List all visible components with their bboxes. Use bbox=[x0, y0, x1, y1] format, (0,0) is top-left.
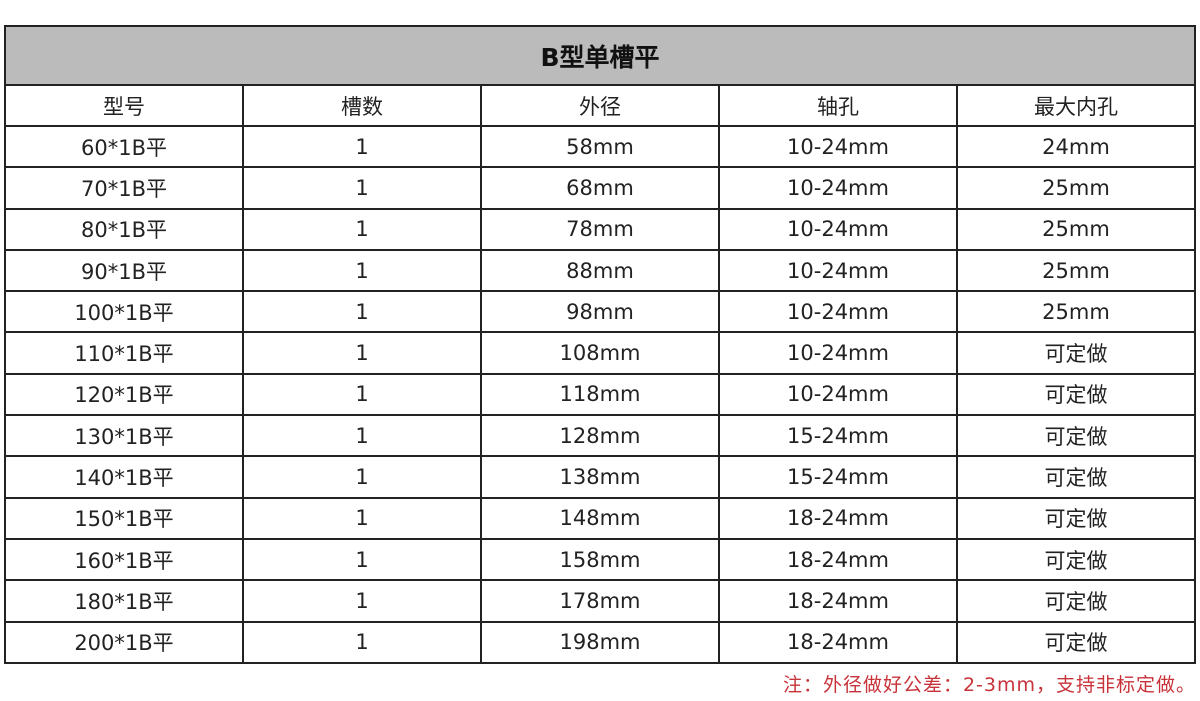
table-cell: 1 bbox=[242, 579, 482, 623]
table-cell: 10-24mm bbox=[718, 331, 958, 375]
table-cell: 可定做 bbox=[956, 331, 1196, 375]
table-cell: 25mm bbox=[956, 248, 1196, 293]
table-cell: 78mm bbox=[480, 207, 720, 251]
table-cell: 25mm bbox=[956, 166, 1196, 210]
table-cell: 128mm bbox=[480, 414, 720, 458]
table-cell: 58mm bbox=[480, 124, 720, 169]
table-row: 130*1B平 1 128mm 15-24mm 可定做 bbox=[4, 414, 1196, 458]
table-cell: 18-24mm bbox=[718, 620, 958, 664]
table-row: 80*1B平 1 78mm 10-24mm 25mm bbox=[4, 207, 1196, 251]
table-cell: 60*1B平 bbox=[4, 124, 244, 169]
table-cell: 1 bbox=[242, 496, 482, 540]
table-cell: 1 bbox=[242, 620, 482, 664]
table-cell: 100*1B平 bbox=[4, 290, 244, 334]
table-cell: 可定做 bbox=[956, 496, 1196, 540]
header-row: 型号 槽数 外径 轴孔 最大内孔 bbox=[4, 84, 1196, 127]
table-cell: 160*1B平 bbox=[4, 537, 244, 582]
table-cell: 148mm bbox=[480, 496, 720, 540]
table-row: 200*1B平 1 198mm 18-24mm 可定做 bbox=[4, 620, 1196, 664]
footnote: 注：外径做好公差：2-3mm，支持非标定做。 bbox=[782, 674, 1196, 696]
table-cell: 1 bbox=[242, 372, 482, 417]
table-row: 150*1B平 1 148mm 18-24mm 可定做 bbox=[4, 496, 1196, 540]
table-cell: 可定做 bbox=[956, 455, 1196, 499]
table-cell: 25mm bbox=[956, 207, 1196, 251]
column-header: 槽数 bbox=[242, 84, 482, 127]
table-cell: 1 bbox=[242, 290, 482, 334]
table-cell: 15-24mm bbox=[718, 455, 958, 499]
table-cell: 10-24mm bbox=[718, 207, 958, 251]
table-cell: 24mm bbox=[956, 124, 1196, 169]
table-cell: 25mm bbox=[956, 290, 1196, 334]
table-cell: 10-24mm bbox=[718, 124, 958, 169]
table-cell: 18-24mm bbox=[718, 579, 958, 623]
table-cell: 138mm bbox=[480, 455, 720, 499]
table-cell: 1 bbox=[242, 207, 482, 251]
spec-table: B型单槽平 型号 槽数 外径 轴孔 最大内孔 60*1B平 1 58mm 10-24m… bbox=[4, 25, 1196, 664]
table-cell: 88mm bbox=[480, 248, 720, 293]
table-cell: 1 bbox=[242, 537, 482, 582]
table-row: 90*1B平 1 88mm 10-24mm 25mm bbox=[4, 248, 1196, 293]
table-row: 100*1B平 1 98mm 10-24mm 25mm bbox=[4, 290, 1196, 334]
table-cell: 178mm bbox=[480, 579, 720, 623]
table-cell: 可定做 bbox=[956, 579, 1196, 623]
table-cell: 150*1B平 bbox=[4, 496, 244, 540]
table-cell: 18-24mm bbox=[718, 496, 958, 540]
table-cell: 1 bbox=[242, 331, 482, 375]
table-title: B型单槽平 bbox=[4, 25, 1196, 86]
column-header: 最大内孔 bbox=[956, 84, 1196, 127]
table-cell: 140*1B平 bbox=[4, 455, 244, 499]
table-cell: 可定做 bbox=[956, 414, 1196, 458]
table-row: 70*1B平 1 68mm 10-24mm 25mm bbox=[4, 166, 1196, 210]
table-cell: 80*1B平 bbox=[4, 207, 244, 251]
table-cell: 10-24mm bbox=[718, 372, 958, 417]
table-cell: 118mm bbox=[480, 372, 720, 417]
table-row: 180*1B平 1 178mm 18-24mm 可定做 bbox=[4, 579, 1196, 623]
table-cell: 18-24mm bbox=[718, 537, 958, 582]
table-row: 110*1B平 1 108mm 10-24mm 可定做 bbox=[4, 331, 1196, 375]
table-cell: 1 bbox=[242, 124, 482, 169]
table-cell: 98mm bbox=[480, 290, 720, 334]
table-cell: 200*1B平 bbox=[4, 620, 244, 664]
table-row: 120*1B平 1 118mm 10-24mm 可定做 bbox=[4, 372, 1196, 417]
column-header: 外径 bbox=[480, 84, 720, 127]
table-cell: 1 bbox=[242, 414, 482, 458]
table-cell: 108mm bbox=[480, 331, 720, 375]
table-cell: 1 bbox=[242, 248, 482, 293]
table-cell: 68mm bbox=[480, 166, 720, 210]
table-cell: 可定做 bbox=[956, 620, 1196, 664]
table-cell: 1 bbox=[242, 166, 482, 210]
table-row: 160*1B平 1 158mm 18-24mm 可定做 bbox=[4, 537, 1196, 582]
table-cell: 1 bbox=[242, 455, 482, 499]
table-cell: 90*1B平 bbox=[4, 248, 244, 293]
table-row: 140*1B平 1 138mm 15-24mm 可定做 bbox=[4, 455, 1196, 499]
table-row: 60*1B平 1 58mm 10-24mm 24mm bbox=[4, 124, 1196, 169]
column-header: 轴孔 bbox=[718, 84, 958, 127]
table-cell: 158mm bbox=[480, 537, 720, 582]
table-cell: 70*1B平 bbox=[4, 166, 244, 210]
table-cell: 可定做 bbox=[956, 537, 1196, 582]
table-cell: 10-24mm bbox=[718, 166, 958, 210]
table-cell: 15-24mm bbox=[718, 414, 958, 458]
table-cell: 130*1B平 bbox=[4, 414, 244, 458]
table-cell: 10-24mm bbox=[718, 248, 958, 293]
table-cell: 180*1B平 bbox=[4, 579, 244, 623]
table-cell: 198mm bbox=[480, 620, 720, 664]
column-header: 型号 bbox=[4, 84, 244, 127]
table-cell: 110*1B平 bbox=[4, 331, 244, 375]
table-cell: 120*1B平 bbox=[4, 372, 244, 417]
table-cell: 可定做 bbox=[956, 372, 1196, 417]
table-cell: 10-24mm bbox=[718, 290, 958, 334]
